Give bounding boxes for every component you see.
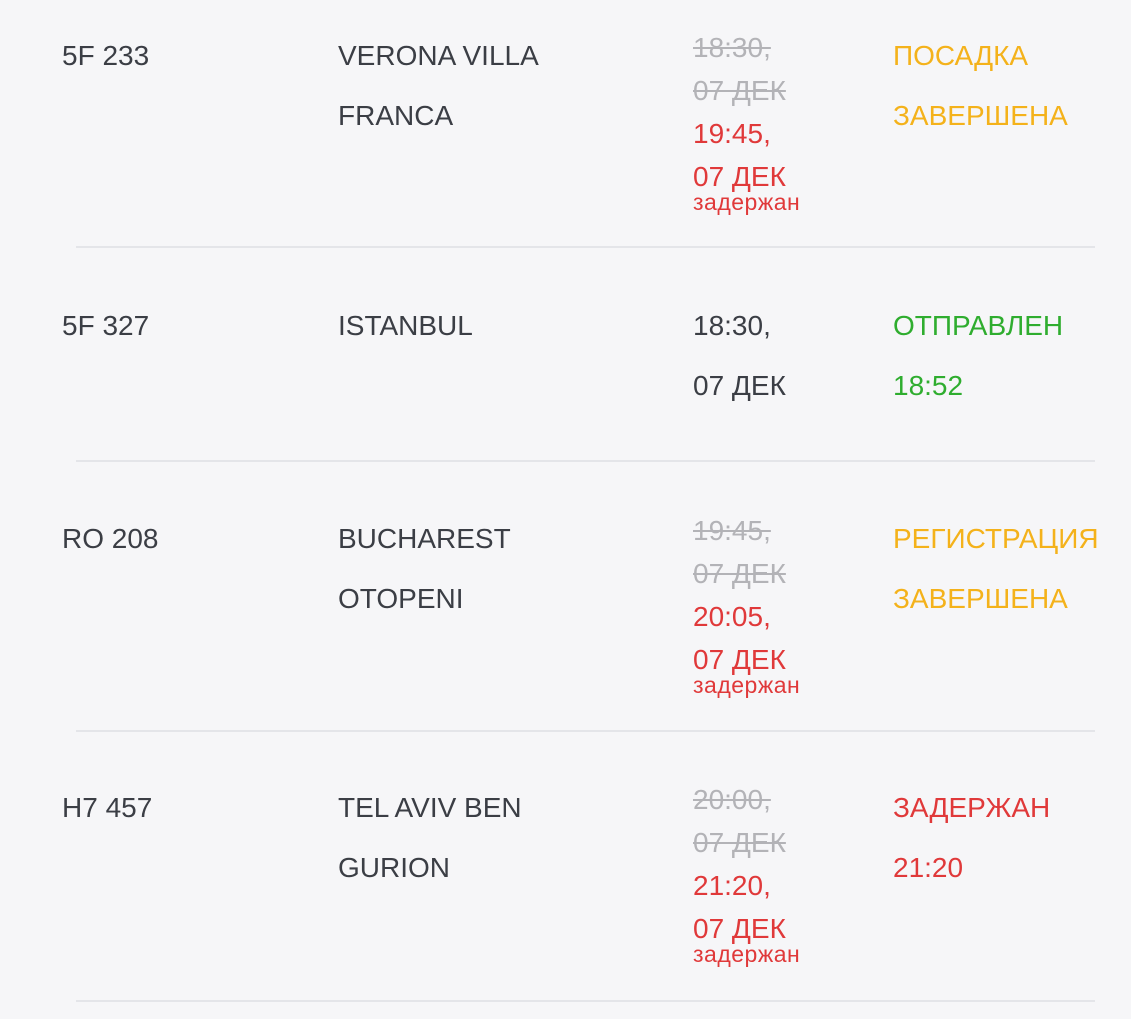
actual-time: 07 ДЕК <box>693 913 786 944</box>
row-separator <box>76 1000 1095 1002</box>
time-cell: 18:30, 07 ДЕК 19:45, 07 ДЕК задержан <box>693 26 800 214</box>
delay-note: задержан <box>693 941 801 967</box>
row-separator <box>76 730 1095 732</box>
destination: ISTANBUL <box>338 310 473 341</box>
flight-number: H7 457 <box>62 792 153 823</box>
status-cell: ПОСАДКА ЗАВЕРШЕНА <box>893 26 1068 146</box>
status-cell: РЕГИСТРАЦИЯ ЗАВЕРШЕНА <box>893 509 1099 629</box>
status-cell: ЗАДЕРЖАН 21:20 <box>893 778 1050 898</box>
time: 07 ДЕК <box>693 370 786 401</box>
scheduled-time: 18:30, <box>693 32 771 63</box>
scheduled-time: 20:00, <box>693 784 771 815</box>
actual-time: 07 ДЕК <box>693 644 786 675</box>
time-cell: 20:00, 07 ДЕК 21:20, 07 ДЕК задержан <box>693 778 800 966</box>
scheduled-time: 07 ДЕК <box>693 558 786 589</box>
destination: TEL AVIV BEN <box>338 792 522 823</box>
flight-number-cell: 5F 327 <box>62 296 149 356</box>
destination: BUCHAREST <box>338 523 511 554</box>
delay-note: задержан <box>693 672 801 698</box>
status: РЕГИСТРАЦИЯ <box>893 523 1099 554</box>
flight-number: 5F 233 <box>62 40 150 71</box>
destination-cell: ISTANBUL <box>338 296 473 356</box>
scheduled-time: 07 ДЕК <box>693 75 786 106</box>
scheduled-time: 19:45, <box>693 515 771 546</box>
destination: FRANCA <box>338 100 454 131</box>
status: ЗАВЕРШЕНА <box>893 583 1068 614</box>
status: 21:20 <box>893 852 964 883</box>
flight-number-cell: H7 457 <box>62 778 152 838</box>
destination: GURION <box>338 852 450 883</box>
row-separator <box>76 246 1095 248</box>
status: ОТПРАВЛЕН <box>893 310 1064 341</box>
row-separator <box>76 460 1095 462</box>
status: ЗАДЕРЖАН <box>893 792 1051 823</box>
actual-time: 20:05, <box>693 601 771 632</box>
actual-time: 19:45, <box>693 118 771 149</box>
actual-time: 07 ДЕК <box>693 161 786 192</box>
destination-cell: VERONA VILLA FRANCA <box>338 26 539 146</box>
status-cell: ОТПРАВЛЕН 18:52 <box>893 296 1063 416</box>
flight-number-cell: RO 208 <box>62 509 159 569</box>
destination-cell: BUCHAREST OTOPENI <box>338 509 511 629</box>
status: ПОСАДКА <box>893 40 1029 71</box>
destination: VERONA VILLA <box>338 40 539 71</box>
status: 18:52 <box>893 370 964 401</box>
flight-number: RO 208 <box>62 523 159 554</box>
destination: OTOPENI <box>338 583 464 614</box>
time-cell: 18:30, 07 ДЕК <box>693 296 786 416</box>
flight-number: 5F 327 <box>62 310 150 341</box>
status: ЗАВЕРШЕНА <box>893 100 1068 131</box>
destination-cell: TEL AVIV BEN GURION <box>338 778 522 898</box>
flight-number-cell: 5F 233 <box>62 26 149 86</box>
time: 18:30, <box>693 310 771 341</box>
scheduled-time: 07 ДЕК <box>693 827 786 858</box>
delay-note: задержан <box>693 189 801 215</box>
time-cell: 19:45, 07 ДЕК 20:05, 07 ДЕК задержан <box>693 509 800 697</box>
actual-time: 21:20, <box>693 870 771 901</box>
